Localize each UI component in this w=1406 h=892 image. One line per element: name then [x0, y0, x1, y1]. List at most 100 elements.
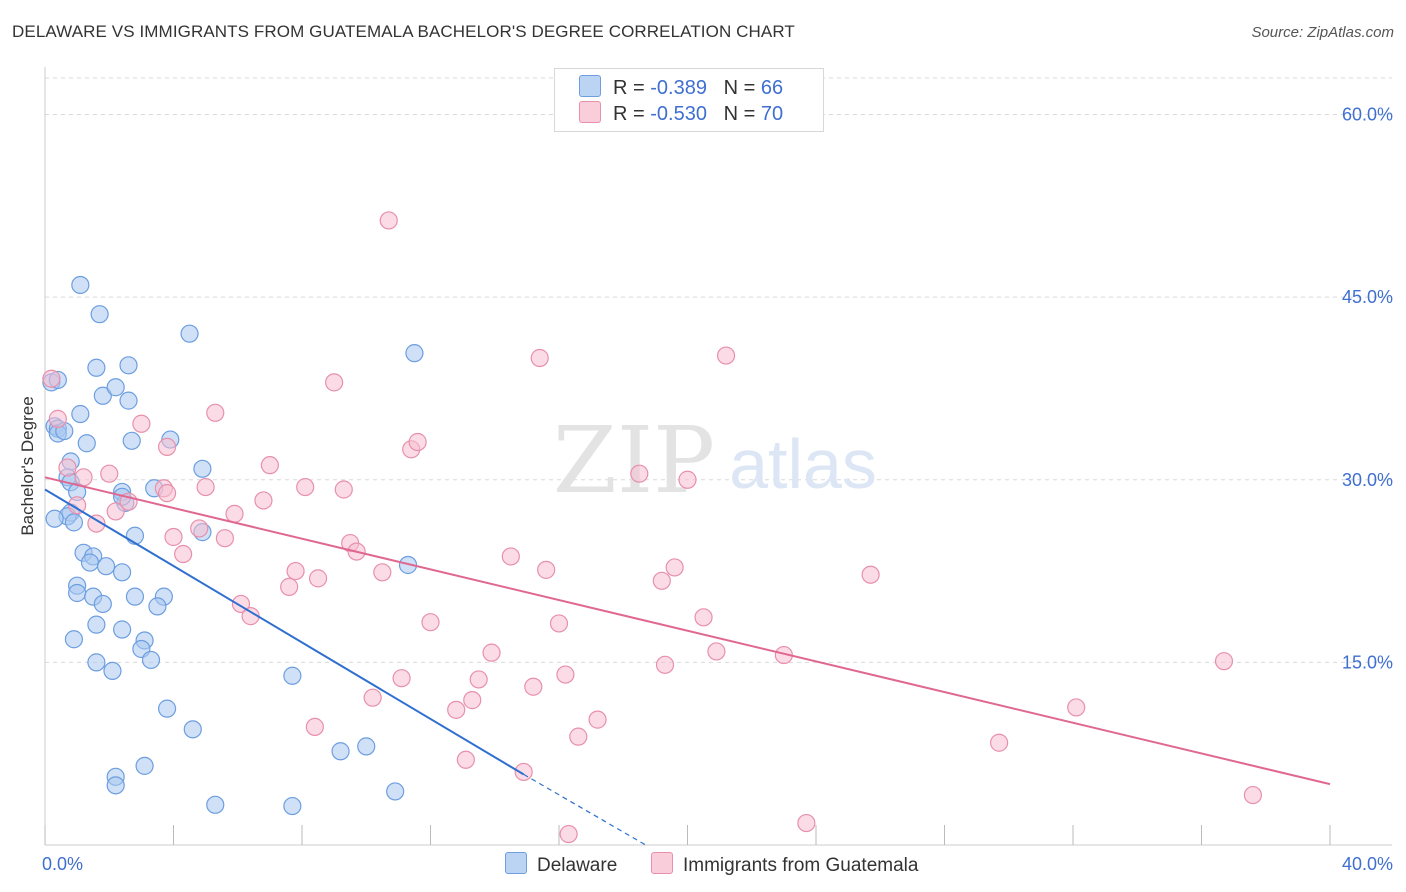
legend-n-label: N = [723, 103, 756, 125]
guatemala-point [1243, 785, 1263, 805]
delaware-point [87, 615, 106, 634]
guatemala-point [549, 614, 569, 633]
guatemala-point [559, 824, 578, 844]
guatemala-point [74, 468, 93, 487]
delaware-point [206, 795, 225, 814]
guatemala-point [716, 346, 736, 365]
bottom-legend-guatemala: Immigrants from Guatemala [651, 852, 918, 877]
delaware-point [77, 434, 96, 453]
delaware-point [80, 553, 100, 572]
legend-r-value-guatemala: -0.530 [650, 103, 707, 125]
guatemala-point [530, 348, 549, 368]
guatemala-point [174, 544, 193, 564]
bottom-legend-swatch-delaware [505, 852, 527, 874]
legend-r-label: R = [613, 103, 645, 125]
guatemala-point [588, 710, 607, 729]
y-tick-label: 60.0% [1342, 105, 1393, 125]
guatemala-point [254, 491, 273, 510]
watermark-atlas: atlas [729, 425, 877, 503]
delaware-points [42, 275, 424, 816]
delaware-point [331, 742, 350, 761]
delaware-point [93, 594, 112, 614]
delaware-point [125, 526, 145, 545]
bottom-legend-swatch-guatemala [651, 852, 673, 874]
delaware-point [405, 344, 424, 363]
guatemala-point [206, 403, 225, 422]
guatemala-point [196, 477, 215, 497]
guatemala-point [334, 480, 353, 499]
legend-row-delaware: R = -0.389 N = 66 [579, 75, 783, 101]
delaware-point [148, 597, 167, 616]
guatemala-point [68, 496, 87, 515]
guatemala-point [694, 608, 713, 627]
stats-legend: R = -0.389 N = 66 R = -0.530 N = 70 [554, 68, 824, 132]
delaware-point [193, 459, 212, 478]
guatemala-point [861, 565, 880, 584]
guatemala-point [482, 643, 501, 662]
guatemala-point [655, 655, 675, 674]
guatemala-point [157, 437, 177, 456]
watermark-zip: ZIP [553, 407, 715, 514]
guatemala-point [469, 670, 488, 689]
guatemala-point [569, 727, 588, 746]
bottom-legend-label-delaware: Delaware [537, 855, 618, 876]
guatemala-point [524, 677, 543, 696]
guatemala-point [87, 514, 106, 533]
guatemala-point [556, 665, 575, 684]
guatemala-point [421, 613, 440, 632]
guatemala-point [164, 527, 183, 547]
delaware-point [135, 756, 154, 775]
delaware-point [45, 509, 64, 528]
bottom-legend-delaware: Delaware [505, 852, 617, 877]
guatemala-point [325, 373, 344, 392]
legend-n-value-delaware: 66 [760, 77, 784, 99]
x-tick-label: 0.0% [42, 854, 83, 874]
y-tick-labels: 15.0% 30.0% 45.0% 60.0% [1342, 105, 1393, 673]
source-label: Source: ZipAtlas.com [1251, 24, 1394, 41]
delaware-point [183, 720, 202, 739]
delaware-point [87, 653, 106, 672]
guatemala-point [990, 733, 1009, 752]
guatemala-point [665, 558, 684, 577]
x-tick-labels: 0.0% 40.0% [42, 854, 1393, 874]
guatemala-point [100, 464, 119, 483]
guatemala-point [1067, 698, 1086, 717]
guatemala-point [260, 456, 279, 475]
x-tick-label: 40.0% [1342, 854, 1393, 874]
delaware-point [125, 587, 145, 606]
delaware-point [386, 782, 405, 801]
delaware-point [64, 513, 84, 532]
legend-r-value-delaware: -0.389 [650, 77, 707, 99]
guatemala-point [501, 547, 520, 566]
legend-swatch-guatemala [579, 101, 601, 123]
guatemala-point [652, 571, 671, 590]
guatemala-point [48, 409, 67, 428]
watermark: ZIP atlas [553, 407, 877, 514]
delaware-point [283, 666, 302, 685]
guatemala-point [363, 688, 382, 707]
delaware-point [122, 431, 141, 450]
guatemala-trend-line [44, 476, 1331, 786]
guatemala-points [42, 211, 1263, 844]
delaware-point [112, 620, 132, 639]
legend-r-label: R = [613, 77, 645, 99]
guatemala-point [157, 484, 177, 503]
delaware-point [103, 661, 122, 681]
axes [44, 67, 1392, 846]
guatemala-point [58, 458, 77, 477]
guatemala-point [305, 717, 324, 737]
delaware-point [96, 557, 116, 576]
delaware-point [71, 275, 90, 295]
guatemala-point [132, 414, 151, 433]
delaware-trend-line [44, 488, 525, 776]
legend-row-guatemala: R = -0.530 N = 70 [579, 101, 783, 127]
guatemala-point [408, 432, 427, 452]
delaware-point [106, 378, 125, 397]
delaware-point [141, 650, 161, 670]
delaware-point [357, 737, 376, 756]
guatemala-point [456, 750, 475, 769]
guatemala-point [537, 560, 556, 579]
delaware-point [119, 391, 138, 410]
chart-title: DELAWARE VS IMMIGRANTS FROM GUATEMALA BA… [12, 22, 795, 41]
